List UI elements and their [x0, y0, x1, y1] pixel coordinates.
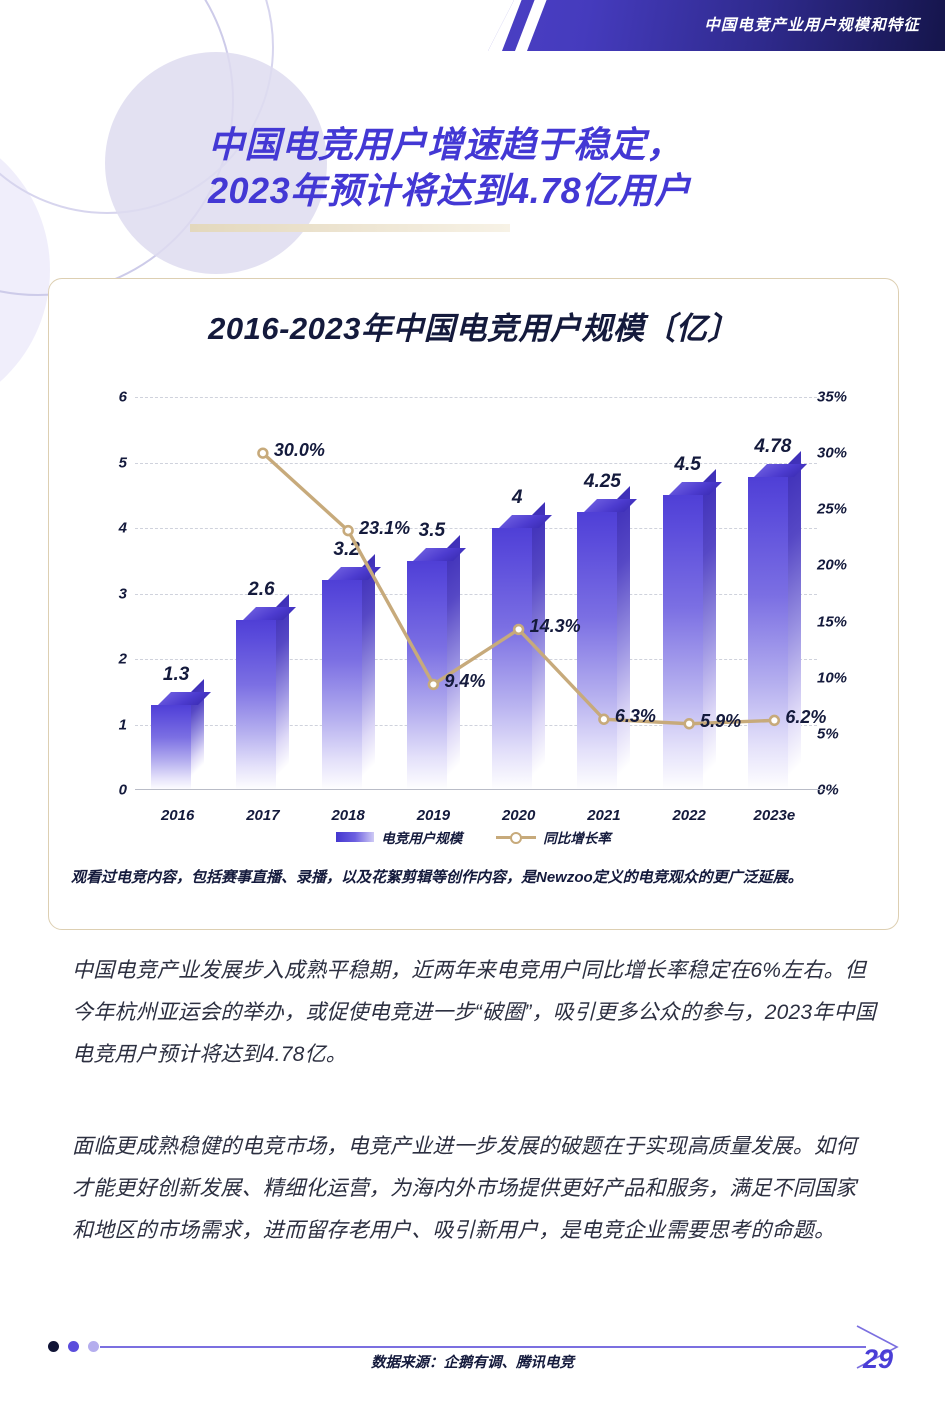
line-marker — [427, 678, 440, 691]
legend-label-line: 同比增长率 — [543, 831, 611, 846]
y-axis-tick-right: 5% — [817, 725, 839, 743]
chart-legend: 电竞用户规模 同比增长率 — [49, 827, 898, 847]
chart-baseline — [135, 789, 825, 790]
gridline — [135, 462, 817, 464]
y-axis-tick-left: 1 — [118, 716, 127, 733]
page-title: 中国电竞用户增速趋于稳定， 2023年预计将达到4.78亿用户 — [208, 122, 848, 214]
chart-card: 2016-2023年中国电竞用户规模〔亿〕 0 1 2 3 4 5 6 0% 5% 10% 15%… — [48, 278, 899, 930]
chart-bar-front — [662, 495, 703, 790]
line-marker — [598, 713, 610, 725]
chart-bar-label: 2.6 — [248, 578, 275, 600]
line-value-label: 14.3% — [529, 616, 581, 637]
x-axis-tick: 2018 — [331, 807, 365, 824]
y-axis-tick-left: 6 — [118, 388, 127, 406]
y-axis-tick-left: 4 — [118, 519, 127, 537]
chart-bar-front — [236, 619, 277, 790]
chart-bar: 1.3 — [151, 664, 211, 790]
chart-plot-area: 0 1 2 3 4 5 6 0% 5% 10% 15% 20% 25% 30% 35% 1.3 2.6 3.2… — [97, 389, 855, 825]
chart-bar-front — [321, 580, 362, 790]
y-axis-tick-right: 15% — [817, 613, 848, 631]
line-value-label: 23.1% — [359, 517, 411, 538]
line-path — [261, 451, 775, 726]
y-axis-tick-left: 3 — [118, 585, 127, 602]
body-paragraph-2: 面临更成熟稳健的电竞市场，电竞产业进一步发展的破题在于实现高质量发展。如何才能更… — [72, 1135, 857, 1242]
line-value-label: 6.2% — [785, 707, 827, 728]
footer-source: 数据来源：企鹅有调、腾讯电竞 — [371, 1355, 574, 1371]
line-value-label: 30.0% — [273, 440, 325, 461]
chart-bar-front — [151, 704, 192, 790]
line-marker — [768, 714, 781, 727]
header-title: 中国电竞产业用户规模和特征 — [704, 17, 920, 34]
x-axis-tick: 2023e — [753, 807, 796, 824]
title-underline — [190, 224, 510, 232]
gridline — [135, 397, 817, 398]
y-axis-tick-right: 30% — [817, 444, 848, 462]
line-value-label: 9.4% — [444, 671, 486, 692]
chart-bar-label: 4.78 — [754, 435, 792, 457]
legend-line-swatch-icon — [496, 831, 537, 844]
chart-bar-label: 4.5 — [674, 454, 701, 476]
chart-bar-label: 4.25 — [583, 470, 621, 492]
chart-bar: 3.2 — [321, 539, 382, 790]
x-axis-tick: 2021 — [587, 807, 621, 824]
chart-bar: 2.6 — [236, 579, 296, 790]
y-axis-tick-right: 25% — [817, 500, 848, 518]
legend-bar-swatch-icon — [336, 832, 375, 842]
footer-dot-icon — [68, 1341, 79, 1352]
footer-dots — [48, 1341, 99, 1352]
page-title-line-2: 2023年预计将达到4.78亿用户 — [208, 170, 691, 211]
decorative-ring-outer — [0, 0, 234, 296]
line-value-label: 6.3% — [614, 706, 656, 727]
footer-dot-icon — [48, 1341, 59, 1352]
chart-bar-front — [747, 476, 788, 790]
line-marker — [512, 623, 525, 636]
chart-footnote: 观看过电竞内容，包括赛事直播、录播，以及花絮剪辑等创作内容，是Newzoo定义的… — [71, 869, 803, 886]
line-marker — [342, 524, 354, 537]
legend-label-bar: 电竞用户规模 — [381, 831, 463, 846]
footer-rule — [100, 1346, 866, 1348]
chart-title: 2016-2023年中国电竞用户规模〔亿〕 — [208, 311, 739, 346]
chart-bar: 4.5 — [662, 454, 723, 790]
chart-bar-front — [492, 528, 533, 790]
body-paragraph-1: 中国电竞产业发展步入成熟平稳期，近两年来电竞用户同比增长率稳定在6%左右。但今年… — [72, 959, 876, 1066]
gridline — [135, 724, 817, 726]
y-axis-tick-right: 20% — [817, 556, 848, 574]
legend-item-bar: 电竞用户规模 — [336, 827, 462, 847]
chart-bar-label: 4 — [511, 487, 523, 508]
header-banner — [488, 0, 945, 51]
chart-bar-label: 1.3 — [162, 663, 190, 685]
chart-bar-label: 3.2 — [333, 539, 360, 561]
x-axis-tick: 2022 — [672, 807, 706, 824]
line-marker — [257, 447, 269, 459]
y-axis-tick-right: 35% — [817, 388, 848, 406]
page-title-line-1: 中国电竞用户增速趋于稳定， — [208, 124, 683, 165]
chart-bar: 4.25 — [577, 471, 637, 790]
y-axis-tick-left: 0 — [118, 781, 127, 799]
y-axis-tick-right: 0% — [817, 781, 839, 799]
page-number: 29 — [862, 1344, 893, 1374]
chart-bar: 4 — [492, 487, 552, 790]
chart-bar-label: 3.5 — [418, 519, 446, 541]
legend-item-line: 同比增长率 — [496, 827, 611, 847]
y-axis-tick-left: 2 — [118, 650, 127, 668]
x-axis-tick: 2017 — [246, 807, 280, 824]
line-value-label: 5.9% — [700, 710, 742, 731]
gridline — [135, 659, 817, 660]
decorative-circle-back — [0, 120, 50, 420]
chart-bar-front — [577, 511, 618, 790]
y-axis-tick-right: 10% — [817, 669, 848, 687]
gridline — [135, 593, 817, 595]
chart-bar: 4.78 — [747, 436, 808, 790]
x-axis-tick: 2020 — [501, 807, 536, 824]
footer-dot-icon — [88, 1341, 99, 1352]
y-axis-tick-left: 5 — [118, 454, 127, 471]
line-marker — [683, 718, 695, 730]
chart-line-series — [257, 447, 781, 730]
x-axis-tick: 2016 — [160, 807, 195, 824]
gridline — [135, 528, 817, 529]
footer-arrow-icon — [856, 1325, 899, 1369]
x-axis-tick: 2019 — [416, 807, 451, 824]
